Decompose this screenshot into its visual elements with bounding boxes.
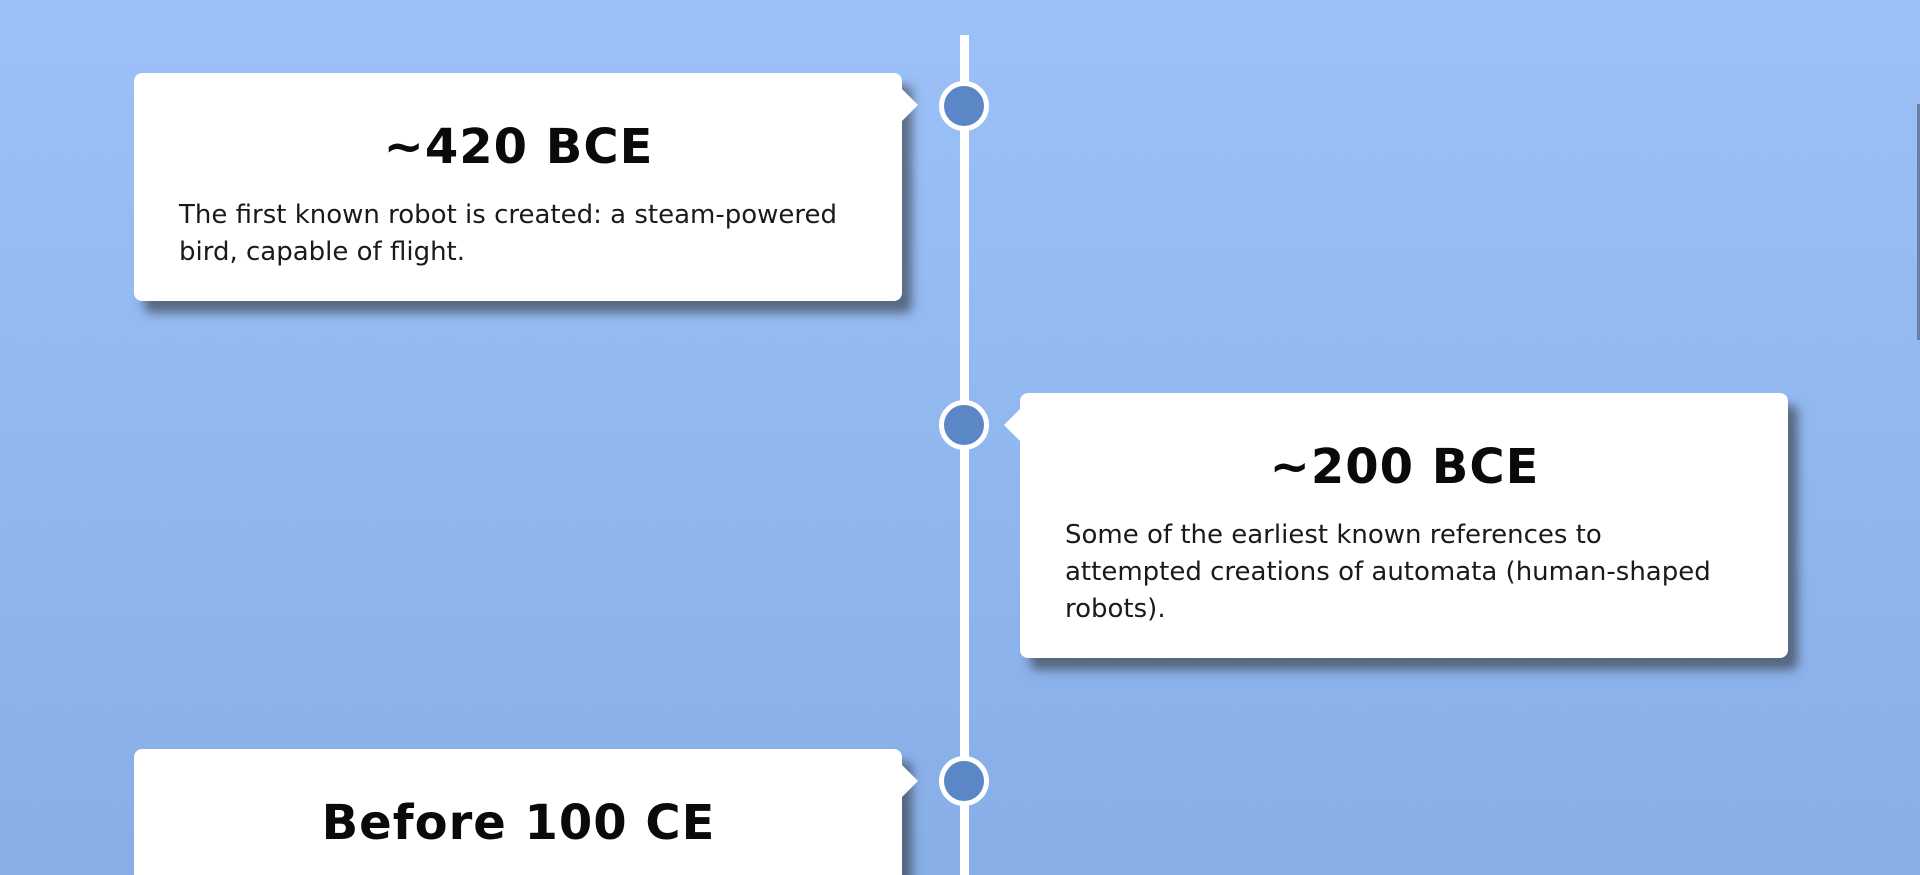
timeline-node — [939, 400, 989, 450]
event-date: ~420 BCE — [383, 119, 654, 175]
timeline-node — [939, 756, 989, 806]
timeline-line — [960, 35, 969, 875]
event-date: Before 100 CE — [321, 795, 716, 851]
event-description: Some of the earliest known references to… — [1065, 520, 1711, 624]
event-card: ~200 BCE Some of the earliest known refe… — [1004, 393, 1788, 658]
timeline-node — [939, 81, 989, 131]
event-card: ~420 BCE The first known robot is create… — [134, 73, 918, 301]
event-description: The first known robot is created: a stea… — [179, 200, 837, 267]
event-card: Before 100 CE — [134, 749, 918, 875]
scrollbar-thumb[interactable] — [1917, 104, 1920, 340]
event-date: ~200 BCE — [1269, 439, 1540, 495]
